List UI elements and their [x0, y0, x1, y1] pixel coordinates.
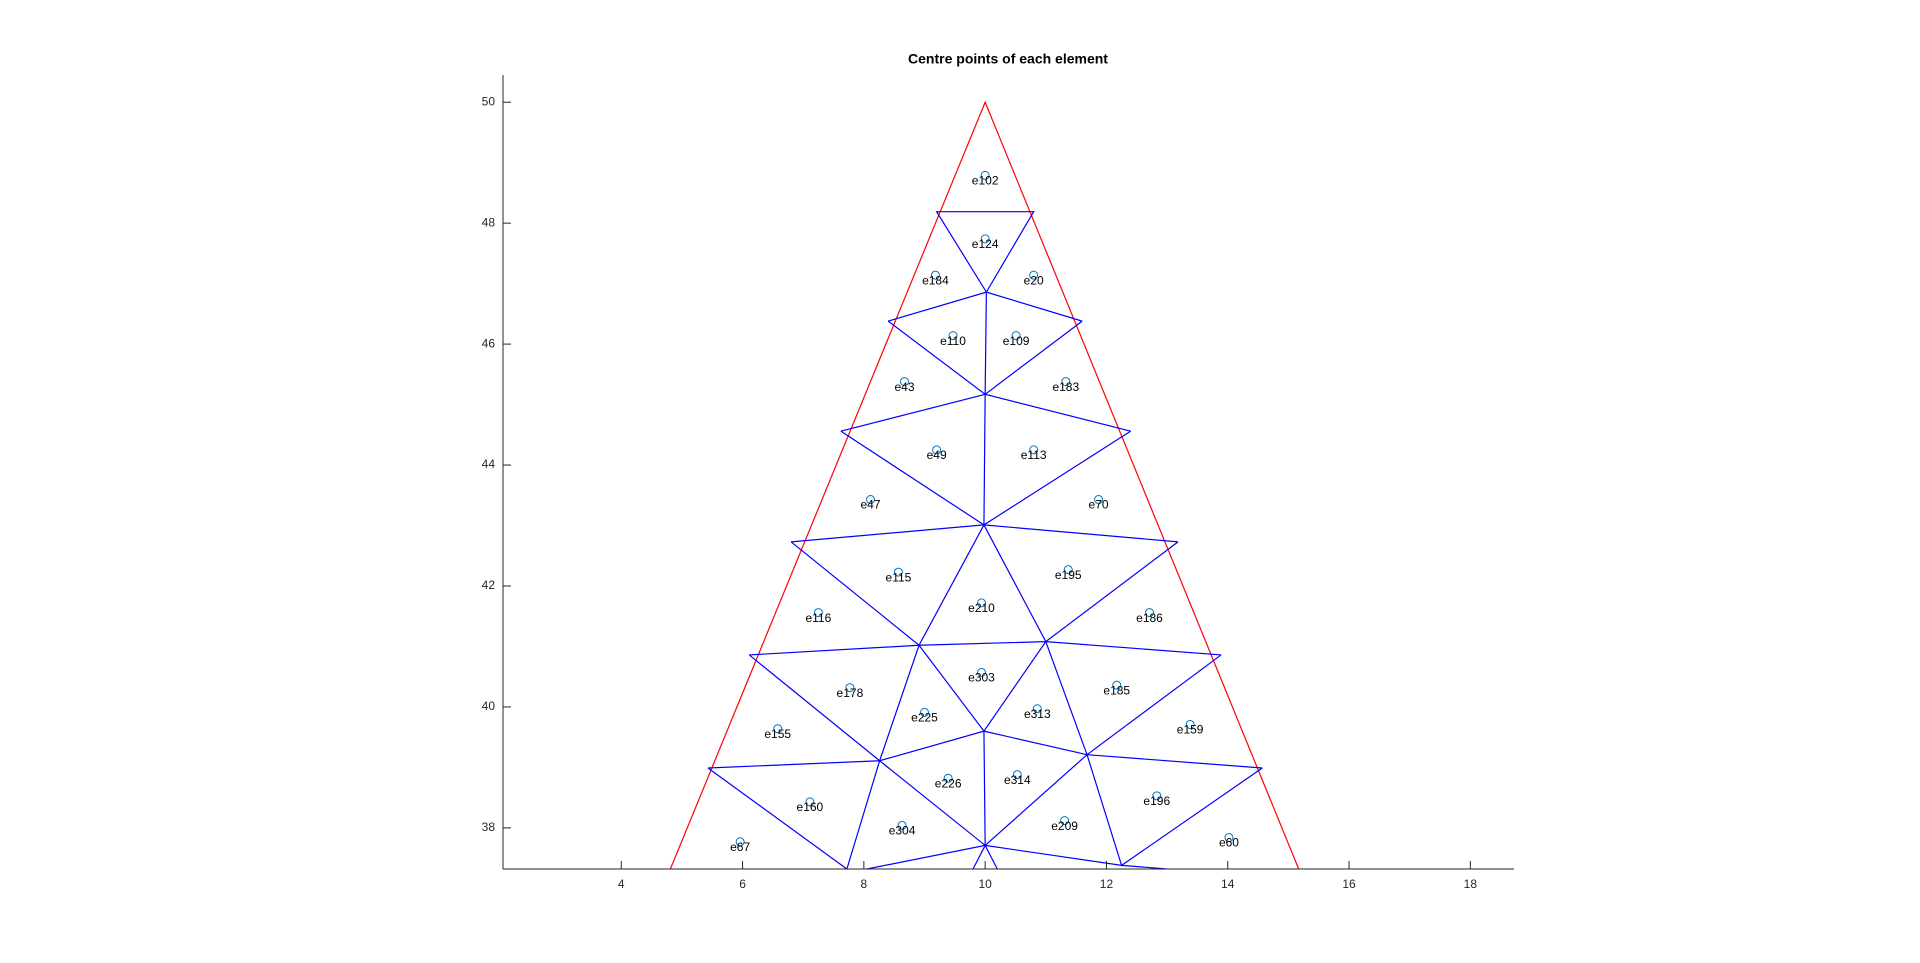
y-tick-label: 50 [482, 94, 496, 108]
point-label: e70 [1089, 498, 1109, 512]
point-label: e116 [805, 611, 831, 625]
point-label: e102 [972, 174, 999, 188]
centre-point [1152, 791, 1162, 801]
centre-point [1060, 816, 1070, 826]
centre-point [1145, 608, 1155, 618]
point-label: e313 [1024, 707, 1051, 721]
point-label: e185 [1103, 683, 1130, 697]
centre-point [977, 667, 987, 677]
point-label: e159 [1177, 723, 1204, 737]
point-label: e20 [1024, 273, 1044, 287]
point-label: e225 [911, 711, 938, 725]
centre-point [1061, 377, 1071, 387]
y-tick-label: 44 [482, 457, 496, 471]
centre-point [845, 683, 855, 693]
y-tick-label: 38 [482, 820, 496, 834]
y-tick-label: 48 [482, 215, 496, 229]
centre-point [1094, 495, 1104, 505]
x-tick-label: 14 [1221, 877, 1235, 891]
point-label: e183 [1052, 380, 1079, 394]
centre-point [1012, 770, 1022, 780]
y-tick-label: 42 [482, 578, 496, 592]
point-label: e210 [968, 601, 995, 615]
point-label: e109 [1003, 334, 1030, 348]
centre-point [893, 567, 903, 577]
point-label: e314 [1004, 773, 1031, 787]
centre-point [805, 797, 815, 807]
x-tick-label: 6 [739, 877, 746, 891]
plot-area: e102 e124 e184 e20 e110 e109 e43 e183 e49 e113 e47… [669, 100, 1300, 869]
centre-point [1185, 719, 1195, 729]
x-tick-label: 18 [1464, 877, 1478, 891]
point-label: e186 [1136, 611, 1163, 625]
point-label: e184 [922, 273, 949, 287]
point-label: e195 [1055, 568, 1082, 582]
point-label: e196 [1143, 794, 1170, 808]
centre-point [1063, 565, 1073, 575]
centre-point [943, 773, 953, 783]
x-tick-label: 4 [618, 877, 625, 891]
centre-point [897, 820, 907, 830]
centre-point [932, 445, 942, 455]
point-label: e60 [1219, 836, 1239, 850]
centre-point [1032, 704, 1042, 714]
x-tick-label: 10 [978, 877, 992, 891]
point-label: e115 [886, 570, 912, 584]
centre-point [948, 331, 958, 341]
x-tick-label: 8 [861, 877, 868, 891]
y-tick-label: 46 [482, 336, 496, 350]
point-label: e110 [940, 334, 966, 348]
x-tick-label: 16 [1342, 877, 1356, 891]
point-label: e303 [968, 671, 995, 685]
centre-point [1011, 331, 1021, 341]
centre-point [1112, 680, 1122, 690]
centre-point [735, 837, 745, 847]
centre-point [773, 724, 783, 734]
centre-point [980, 234, 990, 244]
centre-point [813, 608, 823, 618]
point-label: e67 [730, 840, 750, 854]
point-label: e43 [894, 380, 914, 394]
point-label: e49 [927, 448, 947, 462]
centre-point [977, 598, 987, 608]
point-label: e160 [797, 800, 824, 814]
centre-point [1224, 833, 1234, 843]
x-tick-label: 12 [1100, 877, 1114, 891]
centre-point [930, 270, 940, 280]
point-label: e304 [889, 824, 916, 838]
centre-point [866, 495, 876, 505]
mesh-line [707, 211, 1263, 869]
point-label: e124 [972, 237, 999, 251]
centre-point [899, 377, 909, 387]
centre-point [1029, 270, 1039, 280]
centre-point [980, 170, 990, 180]
chart-title: Centre points of each element [908, 51, 1108, 67]
point-label: e226 [935, 776, 962, 790]
point-label: e178 [837, 686, 864, 700]
point-label: e155 [764, 727, 791, 741]
centre-point [920, 707, 930, 717]
centre-point [1029, 445, 1039, 455]
point-label: e113 [1021, 448, 1047, 462]
mesh-line [669, 100, 1300, 869]
point-label: e209 [1051, 819, 1078, 833]
point-label: e47 [861, 498, 881, 512]
y-tick-label: 40 [482, 699, 496, 713]
